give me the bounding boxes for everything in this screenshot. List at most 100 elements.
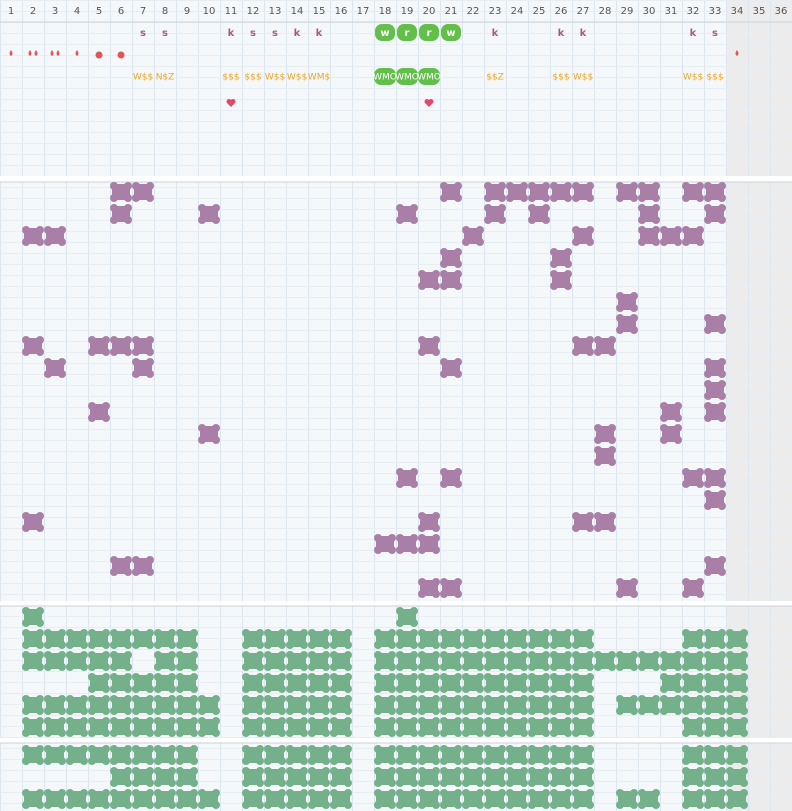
blob-lobe — [168, 757, 176, 765]
blob-lobe — [704, 673, 712, 681]
blob — [176, 629, 198, 649]
blob-lobe — [484, 707, 492, 715]
blob-lobe — [212, 216, 220, 224]
blob-lobe — [286, 695, 294, 703]
blob — [308, 745, 330, 765]
blob-lobe — [476, 651, 484, 659]
blob-lobe — [498, 707, 506, 715]
blob-lobe — [498, 789, 506, 797]
blob — [660, 695, 682, 715]
column-header: 14 — [291, 6, 304, 17]
blob-lobe — [440, 757, 448, 765]
blob — [550, 745, 572, 765]
blob-lobe — [300, 695, 308, 703]
blob-lobe — [572, 729, 580, 737]
blob-lobe — [88, 414, 96, 422]
blob-lobe — [278, 729, 286, 737]
blob-lobe — [638, 216, 646, 224]
blob-lobe — [190, 729, 198, 737]
blob-lobe — [124, 685, 132, 693]
blob-lobe — [638, 226, 646, 234]
blob-lobe — [168, 717, 176, 725]
blob — [286, 673, 308, 693]
blob-lobe — [740, 707, 748, 715]
blob-lobe — [572, 194, 580, 202]
blob-lobe — [440, 729, 448, 737]
blob — [176, 767, 198, 787]
blob-lobe — [564, 260, 572, 268]
blob-lobe — [440, 578, 448, 586]
blob-lobe — [190, 663, 198, 671]
blob-lobe — [718, 204, 726, 212]
blob-lobe — [418, 757, 426, 765]
blob-lobe — [564, 745, 572, 753]
blob-lobe — [432, 651, 440, 659]
blob-lobe — [682, 641, 690, 649]
blob-lobe — [410, 468, 418, 476]
blob-lobe — [124, 801, 132, 809]
blob — [550, 629, 572, 649]
blob — [682, 629, 704, 649]
blob-lobe — [388, 651, 396, 659]
blob — [110, 629, 132, 649]
blob — [132, 717, 154, 737]
blob — [462, 629, 484, 649]
blob — [506, 767, 528, 787]
blob-lobe — [410, 641, 418, 649]
blob — [550, 695, 572, 715]
blob — [704, 402, 726, 422]
blob-lobe — [242, 789, 250, 797]
blob — [572, 695, 594, 715]
blob-lobe — [396, 641, 404, 649]
blob-lobe — [344, 745, 352, 753]
blob-lobe — [124, 348, 132, 356]
blob-lobe — [396, 204, 404, 212]
blob-lobe — [718, 556, 726, 564]
blob-lobe — [638, 182, 646, 190]
blob-lobe — [396, 534, 404, 542]
blob-lobe — [462, 663, 470, 671]
blob-lobe — [154, 767, 162, 775]
blob-lobe — [388, 729, 396, 737]
blob — [704, 314, 726, 334]
blob-lobe — [22, 629, 30, 637]
blob-lobe — [102, 651, 110, 659]
letter-tag: k — [228, 28, 235, 39]
blob-lobe — [176, 641, 184, 649]
blob-lobe — [88, 673, 96, 681]
column-header: 24 — [511, 6, 524, 17]
blob-lobe — [432, 757, 440, 765]
blob-lobe — [454, 578, 462, 586]
blob-lobe — [242, 717, 250, 725]
blob-lobe — [718, 358, 726, 366]
blob-lobe — [718, 402, 726, 410]
blob-lobe — [58, 717, 66, 725]
blob-lobe — [542, 641, 550, 649]
blob-lobe — [146, 745, 154, 753]
blob-lobe — [484, 663, 492, 671]
blob — [264, 651, 286, 671]
blob — [176, 717, 198, 737]
blob — [440, 358, 462, 378]
blob-lobe — [638, 789, 646, 797]
blob-lobe — [726, 629, 734, 637]
blob — [704, 651, 726, 671]
blob-lobe — [154, 801, 162, 809]
blob — [396, 673, 418, 693]
blob-lobe — [388, 707, 396, 715]
column-header: 12 — [247, 6, 260, 17]
blob-lobe — [132, 358, 140, 366]
blob-lobe — [550, 779, 558, 787]
blob-lobe — [300, 729, 308, 737]
blob-lobe — [520, 641, 528, 649]
blob-lobe — [132, 556, 140, 564]
blob-lobe — [564, 717, 572, 725]
blob-lobe — [374, 717, 382, 725]
blob — [154, 651, 176, 671]
blob-lobe — [330, 767, 338, 775]
blob — [286, 651, 308, 671]
blob — [176, 651, 198, 671]
blob-lobe — [704, 402, 712, 410]
blob-lobe — [154, 651, 162, 659]
blob-lobe — [242, 673, 250, 681]
